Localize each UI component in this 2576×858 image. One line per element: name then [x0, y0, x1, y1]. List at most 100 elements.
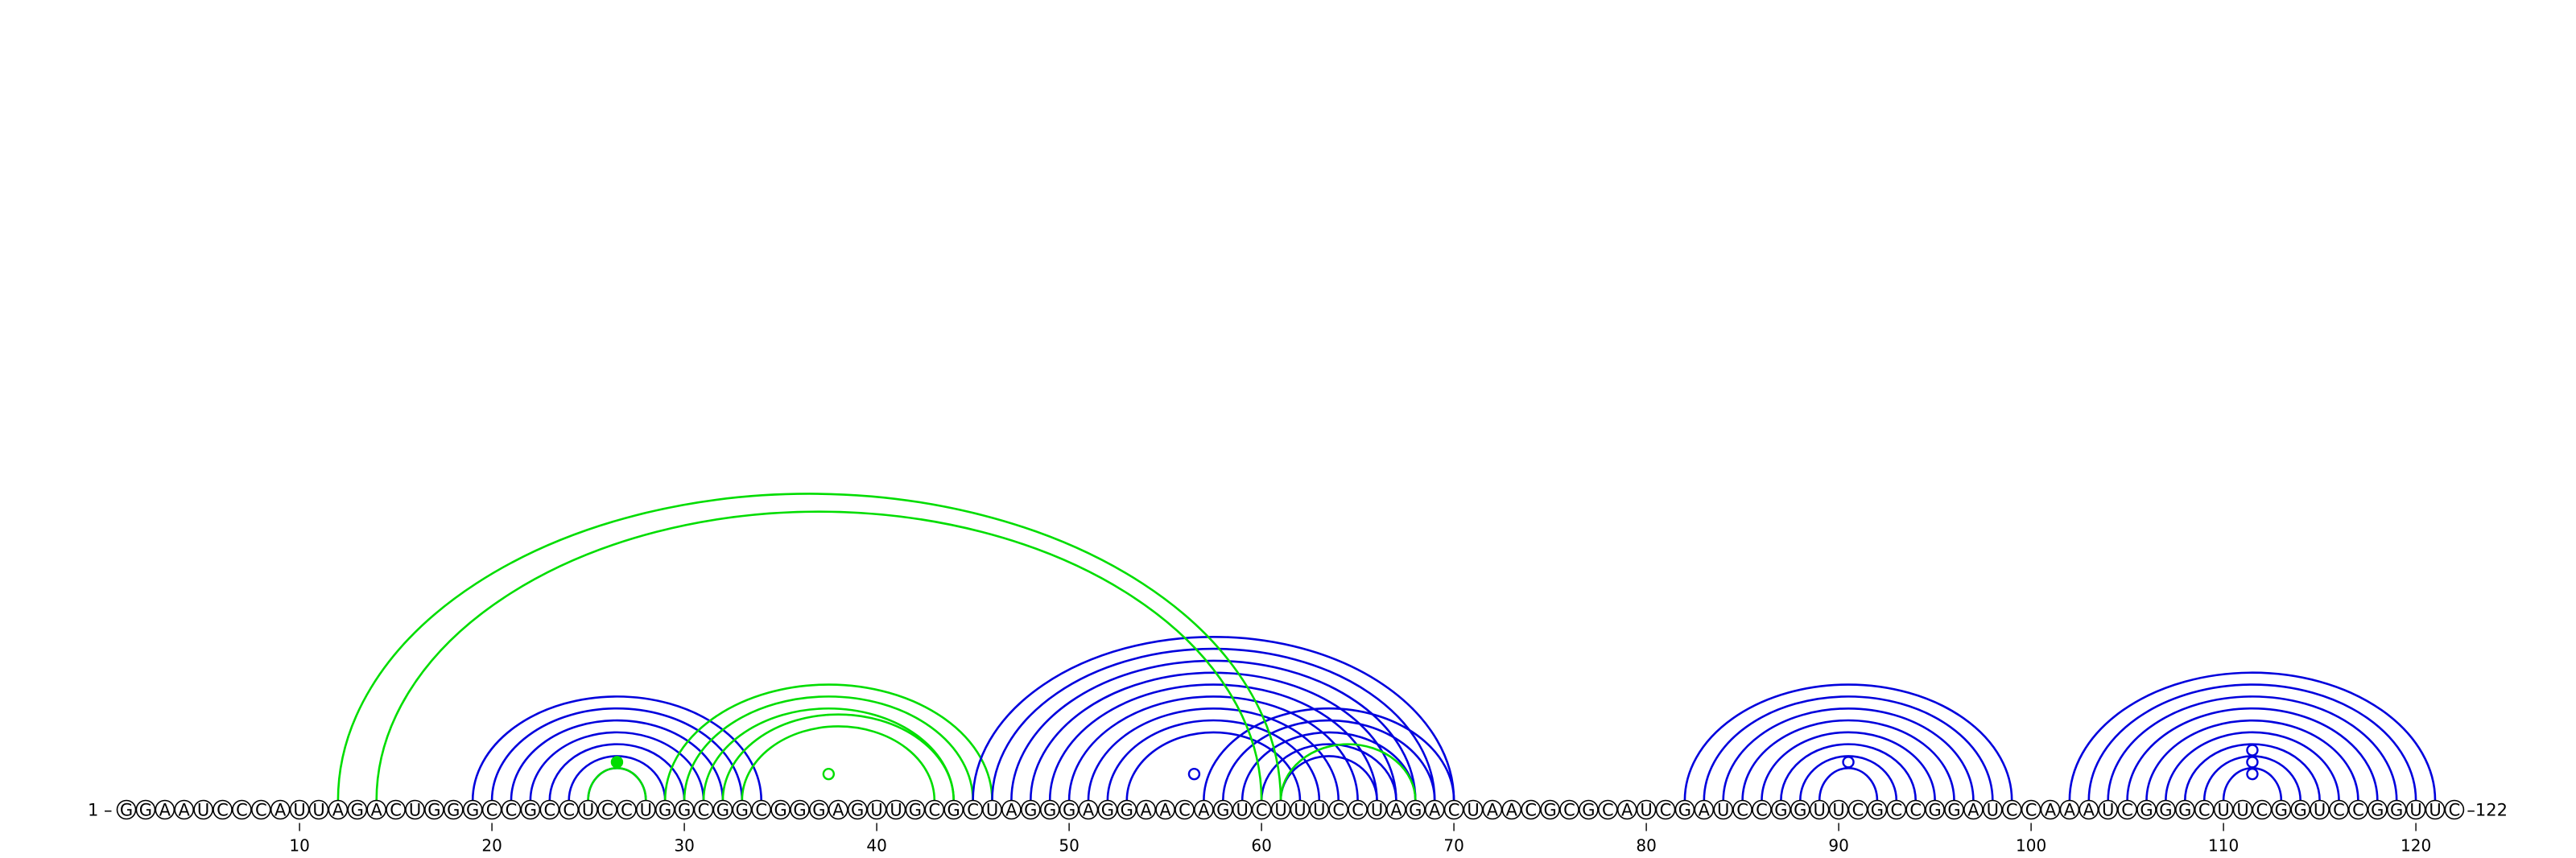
nucleotide-circle — [1039, 799, 1060, 820]
nucleotide-letter: G — [947, 801, 960, 820]
pair-arc-83-98 — [1703, 695, 1994, 801]
nucleotide-circle — [1828, 799, 1849, 820]
nucleotide-circle — [1925, 799, 1945, 820]
nucleotide-circle — [155, 799, 175, 820]
nucleotide-circle — [866, 799, 887, 820]
nucleotide-letter: A — [1506, 801, 1518, 820]
nucleotide-letter: C — [390, 801, 402, 820]
sequence-start-label: 1 – — [88, 801, 113, 820]
pair-arc-105-118 — [2126, 707, 2379, 801]
nucleotide-circle — [2310, 799, 2330, 820]
nucleotide-letter: C — [236, 801, 248, 820]
nucleotide-letter: G — [774, 801, 786, 820]
nucleotide-circle — [1905, 799, 1926, 820]
nucleotide-circle — [308, 799, 329, 820]
nucleotide-circle — [2252, 799, 2273, 820]
nucleotide-letter: G — [1216, 801, 1229, 820]
nucleotide-letter: A — [1390, 801, 1402, 820]
nucleotide-circle — [2059, 799, 2080, 820]
nucleotide-letter: G — [2159, 801, 2172, 820]
pair-arc-30-45 — [683, 695, 974, 801]
nucleotide-circle — [1424, 799, 1445, 820]
nucleotide-circle — [1963, 799, 1984, 820]
nucleotide-circle — [924, 799, 945, 820]
pair-arc-20-33 — [490, 707, 744, 801]
nucleotide-circle — [1328, 799, 1348, 820]
nucleotide-circle — [1348, 799, 1368, 820]
pair-arc-103-120 — [2087, 683, 2417, 801]
nucleotide-letter: G — [909, 801, 922, 820]
nucleotide-letter: U — [1814, 801, 1826, 820]
arc-apex-marker — [2246, 744, 2259, 757]
nucleotide-circle — [1694, 799, 1715, 820]
nucleotide-circle — [2175, 799, 2195, 820]
nucleotide-letter: C — [2006, 801, 2018, 820]
nucleotide-letter: G — [2178, 801, 2191, 820]
nucleotide-circle — [1732, 799, 1752, 820]
nucleotide-circle — [1097, 799, 1118, 820]
nucleotide-circle — [270, 799, 291, 820]
nucleotide-letter: C — [217, 801, 229, 820]
sequence-end-label: –122 — [2467, 801, 2508, 820]
pair-arc-21-32 — [510, 719, 724, 801]
nucleotide-letter: C — [543, 801, 555, 820]
nucleotide-letter: C — [601, 801, 613, 820]
nucleotide-letter: G — [1543, 801, 1556, 820]
nucleotide-circle — [232, 799, 252, 820]
nucleotide-circle — [250, 799, 271, 820]
nucleotide-circle — [2271, 799, 2292, 820]
nucleotide-circle — [1194, 799, 1214, 820]
nucleotide-circle — [578, 799, 598, 820]
arc-apex-marker — [822, 767, 836, 781]
pair-arc-59-68 — [1241, 731, 1417, 801]
nucleotide-letter: C — [1448, 801, 1460, 820]
nucleotide-circle — [328, 799, 349, 820]
pair-arc-57-70 — [1203, 707, 1455, 801]
nucleotide-circle — [1406, 799, 1426, 820]
nucleotide-circle — [1367, 799, 1387, 820]
nucleotide-letter: G — [466, 801, 479, 820]
nucleotide-letter: G — [1871, 801, 1884, 820]
nucleotide-circle — [905, 799, 926, 820]
nucleotide-circle — [770, 799, 791, 820]
nucleotide-letter: A — [179, 801, 191, 820]
nucleotide-letter: A — [1159, 801, 1171, 820]
pair-arc-12-61 — [336, 493, 1282, 801]
nucleotide-letter: G — [1678, 801, 1691, 820]
nucleotide-letter: U — [293, 801, 305, 820]
nucleotide-letter: A — [2045, 801, 2057, 820]
nucleotide-letter: A — [371, 801, 383, 820]
nucleotide-letter: U — [1987, 801, 1999, 820]
pair-arc-14-60 — [375, 510, 1263, 801]
nucleotide-circle — [790, 799, 810, 820]
nucleotide-circle — [1001, 799, 1022, 820]
nucleotide-letter: G — [1121, 801, 1133, 820]
nucleotide-circle — [347, 799, 368, 820]
pair-arc-87-94 — [1780, 743, 1917, 801]
nucleotide-circle — [847, 799, 868, 820]
nucleotide-circle — [1270, 799, 1291, 820]
nucleotide-letter: U — [1640, 801, 1652, 820]
nucleotide-circle — [1443, 799, 1464, 820]
nucleotide-letter: G — [2140, 801, 2153, 820]
nucleotide-letter: U — [2314, 801, 2326, 820]
nucleotide-letter: A — [1083, 801, 1095, 820]
pair-arc-52-63 — [1106, 719, 1321, 801]
nucleotide-circle — [1598, 799, 1618, 820]
nucleotide-circle — [1290, 799, 1311, 820]
nucleotide-letter: C — [2256, 801, 2268, 820]
nucleotide-letter: G — [447, 801, 460, 820]
pair-arc-47-68 — [1010, 659, 1417, 801]
nucleotide-circle — [2232, 799, 2253, 820]
tick-label: 70 — [1443, 836, 1463, 856]
nucleotide-circle — [213, 799, 233, 820]
nucleotide-letter: U — [890, 801, 902, 820]
nucleotide-letter: G — [120, 801, 133, 820]
nucleotide-circle — [2021, 799, 2041, 820]
nucleotide-circle — [462, 799, 483, 820]
nucleotide-letter: A — [1487, 801, 1499, 820]
nucleotide-letter: A — [1699, 801, 1711, 820]
nucleotide-circle — [1136, 799, 1156, 820]
nucleotide-circle — [539, 799, 560, 820]
